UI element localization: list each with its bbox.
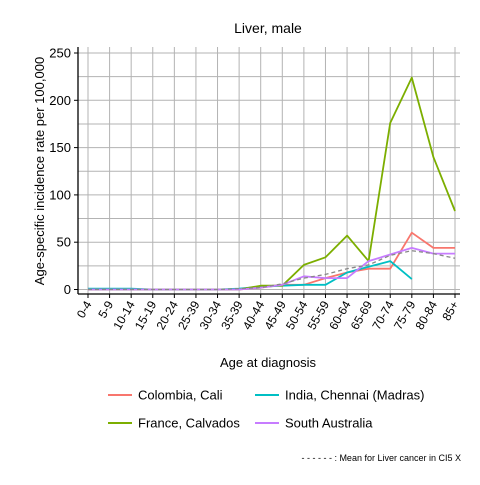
series-line-mean — [88, 250, 456, 291]
x-tick-label: 80-84 — [413, 298, 441, 332]
y-tick-label: 250 — [49, 46, 71, 61]
legend-item: South Australia — [255, 416, 373, 431]
y-axis-label: Age-specific incidence rate per 100,000 — [32, 57, 47, 285]
y-tick-label: 150 — [49, 140, 71, 155]
grid-layer — [78, 47, 460, 294]
legend-label: South Australia — [285, 416, 373, 431]
legend-label: India, Chennai (Madras) — [285, 388, 424, 403]
footnote: - - - - - - : Mean for Liver cancer in C… — [301, 453, 461, 463]
legend-label: France, Calvados — [138, 416, 240, 431]
y-tick-label: 50 — [57, 235, 71, 250]
y-tick-label: 200 — [49, 93, 71, 108]
y-tick-label: 100 — [49, 187, 71, 202]
legend: Colombia, Cali India, Chennai (Madras) Fra… — [108, 388, 424, 431]
series-layer — [88, 76, 456, 291]
legend-item: France, Calvados — [108, 416, 240, 431]
x-tick-label: 85+ — [439, 299, 461, 324]
legend-label: Colombia, Cali — [138, 388, 223, 403]
legend-item: Colombia, Cali — [108, 388, 223, 403]
series-line-0 — [88, 231, 455, 291]
x-tick-label: 5-9 — [95, 298, 116, 320]
series-line-2 — [88, 76, 456, 291]
x-tick-label: 0-4 — [74, 298, 95, 320]
legend-item: India, Chennai (Madras) — [255, 388, 424, 403]
x-axis-label: Age at diagnosis — [220, 355, 317, 370]
y-tick-label: 0 — [64, 282, 71, 297]
chart-title: Liver, male — [234, 20, 302, 36]
